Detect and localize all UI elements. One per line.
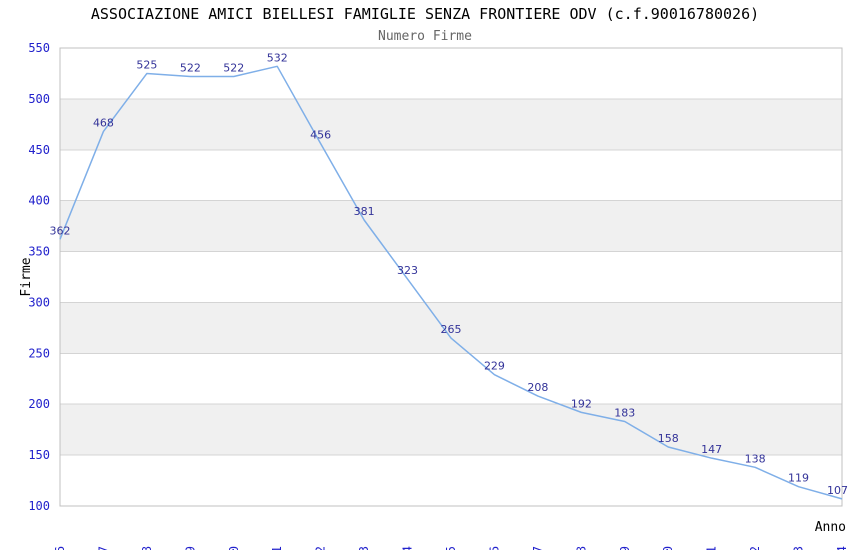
x-tick-label: 2016	[487, 546, 501, 550]
y-tick-label: 250	[28, 346, 50, 360]
data-point-label: 522	[223, 61, 244, 74]
x-tick-label: 2021	[705, 546, 719, 550]
y-tick-label: 400	[28, 194, 50, 208]
plot-band	[60, 302, 842, 354]
data-point-label: 183	[614, 407, 635, 420]
x-tick-label: 2023	[792, 546, 806, 550]
gridlines	[60, 98, 842, 456]
chart-title: ASSOCIAZIONE AMICI BIELLESI FAMIGLIE SEN…	[91, 5, 759, 23]
data-point-label: 381	[354, 205, 375, 218]
x-tick-label: 2020	[661, 546, 675, 550]
data-point-label: 265	[441, 323, 462, 336]
x-tick-label: 2009	[183, 546, 197, 550]
chart-subtitle: Numero Firme	[378, 29, 472, 44]
data-point-label: 323	[397, 264, 418, 277]
firme-line-series	[59, 65, 843, 500]
series-group	[59, 65, 843, 500]
data-point-label: 192	[571, 397, 592, 410]
y-tick-label: 150	[28, 448, 50, 462]
x-tick-label: 2013	[357, 546, 371, 550]
y-tick-label: 450	[28, 143, 50, 157]
x-tick-label: 2014	[401, 546, 415, 550]
plot-band	[60, 404, 842, 456]
plot-bands	[60, 98, 842, 456]
x-tick-label: 2022	[748, 546, 762, 550]
x-tick-label: 2017	[531, 546, 545, 550]
data-point-label: 362	[50, 224, 71, 237]
y-axis-tick-labels: 100 150 200 250 300 350 400 450 500 550	[28, 41, 50, 513]
data-point-label: 138	[745, 452, 766, 465]
x-tick-label: 2007	[96, 546, 110, 550]
x-axis-tick-labels: 2006 2007 2008 2009 2010 2011 2012 2013 2014 2015…	[53, 546, 849, 550]
data-point-label: 229	[484, 360, 505, 373]
x-tick-label: 2018	[574, 546, 588, 550]
x-tick-label: 2012	[314, 546, 328, 550]
x-axis-title: Anno	[815, 520, 846, 535]
y-tick-label: 100	[28, 499, 50, 513]
data-point-label: 147	[701, 443, 722, 456]
data-labels: 362 468 525 522 522 532 456 381 323 265 229 208 192 1…	[50, 51, 849, 497]
data-point-label: 532	[267, 51, 288, 64]
x-tick-label: 2019	[618, 546, 632, 550]
data-point-label: 456	[310, 129, 331, 142]
y-tick-label: 200	[28, 397, 50, 411]
y-tick-label: 350	[28, 245, 50, 259]
x-tick-label: 2006	[53, 546, 67, 550]
y-axis-title: Firme	[19, 257, 34, 296]
plot-band	[60, 98, 842, 150]
data-point-label: 525	[136, 58, 157, 71]
plot-band	[60, 200, 842, 252]
x-tick-label: 2008	[140, 546, 154, 550]
x-tick-label: 2011	[270, 546, 284, 550]
data-point-label: 119	[788, 472, 809, 485]
data-point-label: 158	[658, 432, 679, 445]
data-point-label: 107	[827, 484, 848, 497]
data-point-label: 208	[527, 381, 548, 394]
y-tick-label: 300	[28, 295, 50, 309]
data-point-label: 522	[180, 61, 201, 74]
y-tick-label: 550	[28, 41, 50, 55]
x-tick-label: 2015	[444, 546, 458, 550]
x-tick-label: 2024	[835, 546, 849, 550]
plot-border	[59, 47, 843, 507]
data-point-label: 468	[93, 116, 114, 129]
x-tick-label: 2010	[227, 546, 241, 550]
y-tick-label: 500	[28, 92, 50, 106]
